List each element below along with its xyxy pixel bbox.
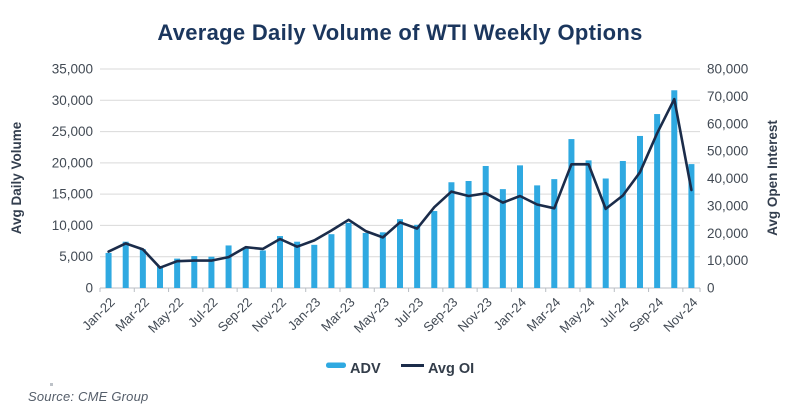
x-axis-label: Mar-24 [524, 295, 564, 335]
x-axis-label: Nov-24 [660, 295, 700, 335]
x-axis-label: May-24 [556, 295, 597, 336]
adv-bar [482, 165, 489, 288]
x-axis-label: Nov-23 [455, 295, 495, 335]
right-axis-tick-label: 70,000 [707, 89, 748, 104]
adv-bar [654, 114, 661, 289]
right-axis-tick-label: 0 [707, 281, 715, 296]
adv-bar [431, 211, 438, 288]
x-axis-label: Sep-22 [215, 295, 255, 335]
left-axis-tick-label: 10,000 [52, 218, 93, 233]
adv-bar [191, 256, 198, 288]
right-axis-tick-label: 30,000 [707, 198, 748, 213]
adv-bar [379, 232, 386, 288]
adv-bar [139, 249, 146, 288]
x-axis-label: Sep-24 [626, 295, 666, 335]
chart-title: Average Daily Volume of WTI Weekly Optio… [157, 20, 642, 45]
registered-mark [50, 383, 53, 386]
adv-bar [688, 164, 695, 288]
plot-area: 0 5,000 10,000 15,000 20,000 25,000 30,000 35,0… [52, 62, 749, 336]
x-axis-label: Jan-22 [79, 295, 118, 334]
left-axis-tick-label: 20,000 [52, 155, 93, 170]
adv-bar [568, 139, 575, 288]
legend: ADV Avg OI [326, 361, 474, 377]
adv-bar [671, 90, 678, 288]
right-axis-tick-label: 20,000 [707, 226, 748, 241]
left-axis-tick-label: 30,000 [52, 93, 93, 108]
avg-oi-line [107, 97, 693, 270]
x-axis-label: May-23 [351, 295, 392, 336]
adv-bar [259, 250, 266, 288]
adv-bar [105, 252, 112, 288]
right-axis-title: Avg Open Interest [765, 120, 780, 236]
x-axis-label: Mar-22 [112, 295, 152, 335]
adv-bar [499, 189, 506, 288]
adv-bar [414, 224, 421, 288]
x-axis-label: May-22 [145, 295, 186, 336]
adv-bar [465, 181, 472, 288]
legend-adv-swatch [326, 362, 346, 368]
adv-bar [157, 266, 163, 288]
x-axis-label: Sep-23 [420, 295, 460, 335]
adv-bar [345, 222, 352, 288]
adv-bar [397, 219, 403, 288]
right-axis-tick-label: 40,000 [707, 171, 748, 186]
right-axis-tick-label: 60,000 [707, 116, 748, 131]
adv-bar [585, 160, 592, 288]
adv-bar [619, 160, 626, 288]
adv-bar [122, 241, 129, 288]
adv-bar [517, 165, 523, 288]
x-axis-label: Mar-23 [318, 295, 358, 335]
left-axis-tick-label: 25,000 [52, 124, 93, 139]
legend-oi-label: Avg OI [428, 361, 474, 377]
adv-bar [362, 232, 369, 288]
adv-bar [277, 236, 283, 288]
adv-bar [637, 135, 643, 288]
adv-bar [328, 234, 335, 288]
adv-bar [602, 178, 609, 288]
adv-bar [294, 241, 301, 288]
left-axis-tick-label: 5,000 [59, 249, 93, 264]
source-note: Source: CME Group [28, 389, 149, 404]
left-axis-tick-label: 15,000 [52, 187, 93, 202]
right-axis-tick-label: 10,000 [707, 253, 748, 268]
adv-bar [174, 258, 181, 288]
adv-bar [311, 244, 318, 288]
adv-bar [534, 185, 541, 288]
right-axis-tick-label: 50,000 [707, 144, 748, 159]
adv-bar [225, 245, 232, 288]
legend-adv-label: ADV [350, 361, 381, 377]
x-axis-label: Jan-24 [490, 295, 529, 334]
left-axis-title: Avg Daily Volume [9, 121, 24, 234]
legend-oi-swatch [401, 364, 424, 367]
right-axis-tick-label: 80,000 [707, 62, 748, 77]
x-axis-label: Nov-22 [249, 295, 289, 335]
adv-bar [448, 182, 455, 288]
adv-bar [208, 256, 215, 288]
x-axis-label: Jan-23 [285, 295, 324, 334]
left-axis-tick-label: 0 [85, 281, 93, 296]
left-axis-tick-label: 35,000 [52, 62, 93, 77]
adv-bar [242, 247, 249, 288]
adv-bar [551, 179, 558, 288]
